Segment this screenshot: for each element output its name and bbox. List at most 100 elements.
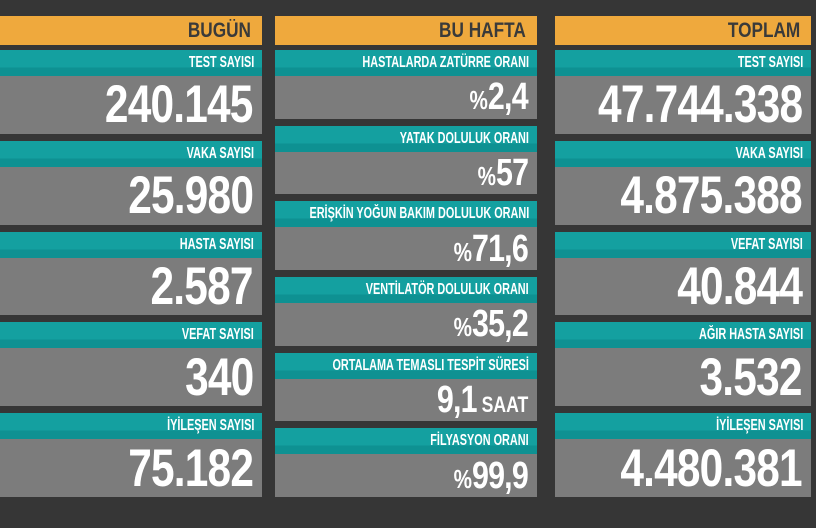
stat-value: %99,9 <box>454 454 529 497</box>
stat-label-bar: YATAK DOLULUK ORANI <box>275 125 537 152</box>
stat-label-bar: VEFAT SAYISI <box>0 322 262 349</box>
stat-value-area: %35,2 <box>275 303 537 346</box>
stat-number: 99,9 <box>472 454 529 497</box>
column-header-label: TOPLAM <box>727 18 800 42</box>
stat-value: %2,4 <box>469 76 529 119</box>
stat-label: VEFAT SAYISI <box>731 235 803 253</box>
stat-label: VENTİLATÖR DOLULUK ORANI <box>366 281 529 299</box>
stat-block: HASTALARDA ZATÜRRE ORANI %2,4 <box>275 50 537 119</box>
stat-number: 9,1 <box>436 379 478 422</box>
stat-number: 57 <box>495 152 529 194</box>
stat-label-bar: AĞIR HASTA SAYISI <box>555 322 811 349</box>
stat-number: 4.480.381 <box>620 438 803 498</box>
stat-block: VAKA SAYISI 4.875.388 <box>555 140 811 226</box>
stat-label: VAKA SAYISI <box>186 144 254 162</box>
column-bu-hafta-blocks: HASTALARDA ZATÜRRE ORANI %2,4 YATAK DOLULU… <box>275 50 537 498</box>
stat-value: %57 <box>477 154 528 192</box>
stat-value: 40.844 <box>677 256 803 316</box>
stat-label-bar: VEFAT SAYISI <box>555 231 811 258</box>
stat-label-bar: TEST SAYISI <box>555 50 811 76</box>
stat-value-area: 240.145 <box>0 76 262 134</box>
stat-number: 75.182 <box>128 438 254 498</box>
stat-label-bar: İYİLEŞEN SAYISI <box>0 413 262 440</box>
stat-label: İYİLEŞEN SAYISI <box>715 417 803 435</box>
stat-value: 240.145 <box>105 78 253 131</box>
stat-value-area: %99,9 <box>275 454 537 498</box>
stat-label: HASTA SAYISI <box>180 235 254 253</box>
column-header-bugun: BUGÜN <box>0 16 262 45</box>
stat-label: ERİŞKİN YOĞUN BAKIM DOLULUK ORANI <box>309 205 529 223</box>
stat-label-bar: ERİŞKİN YOĞUN BAKIM DOLULUK ORANI <box>275 201 537 228</box>
stat-value: 340 <box>184 347 254 407</box>
stat-label-bar: VENTİLATÖR DOLULUK ORANI <box>275 277 537 304</box>
stat-label: YATAK DOLULUK ORANI <box>399 129 529 147</box>
stat-label: TEST SAYISI <box>737 54 803 71</box>
stat-block: ERİŞKİN YOĞUN BAKIM DOLULUK ORANI %71,6 <box>275 201 537 271</box>
stat-block: TEST SAYISI 240.145 <box>0 50 262 134</box>
stat-value-area: 40.844 <box>555 256 811 316</box>
stat-value-area: %71,6 <box>275 227 537 271</box>
percent-prefix: % <box>469 87 489 116</box>
stat-label: ORTALAMA TEMASLI TESPİT SÜRESİ <box>332 356 529 374</box>
stat-block: İYİLEŞEN SAYISI 4.480.381 <box>555 413 811 497</box>
column-header-label: BU HAFTA <box>439 18 526 42</box>
stat-block: FİLYASYON ORANI %99,9 <box>275 428 537 498</box>
column-bugun-blocks: TEST SAYISI 240.145 VAKA SAYISI 25.980 HASTA… <box>0 50 262 497</box>
stat-value: %71,6 <box>453 230 529 268</box>
stat-block: VEFAT SAYISI 40.844 <box>555 231 811 316</box>
stat-value-area: %2,4 <box>275 76 537 119</box>
stat-number: 40.844 <box>677 256 803 316</box>
stat-value-area: 340 <box>0 347 262 407</box>
stat-value-area: 75.182 <box>0 439 262 497</box>
unit-suffix: SAAT <box>476 392 528 418</box>
stat-value: 4.875.388 <box>620 166 803 226</box>
stat-block: AĞIR HASTA SAYISI 3.532 <box>555 322 811 407</box>
percent-prefix: % <box>477 163 496 191</box>
percent-prefix: % <box>453 314 473 343</box>
column-toplam-blocks: TEST SAYISI 47.744.338 VAKA SAYISI 4.875.38… <box>555 50 811 497</box>
stat-label: HASTALARDA ZATÜRRE ORANI <box>362 54 529 71</box>
stat-value-area: 47.744.338 <box>555 76 811 134</box>
column-bugun: BUGÜN TEST SAYISI 240.145 VAKA SAYISI 25.98… <box>0 16 262 497</box>
stat-value: 9,1 SAAT <box>437 381 528 419</box>
stat-value: 2.587 <box>151 260 254 313</box>
percent-prefix: % <box>453 238 473 267</box>
stat-value: 3.532 <box>700 351 803 404</box>
stat-number: 25.980 <box>128 166 254 226</box>
stat-label: VAKA SAYISI <box>735 144 803 162</box>
stat-label: TEST SAYISI <box>188 54 254 71</box>
stat-label-bar: VAKA SAYISI <box>0 140 262 167</box>
stat-value: 4.480.381 <box>620 438 803 498</box>
stat-value: 75.182 <box>128 438 254 498</box>
stat-block: TEST SAYISI 47.744.338 <box>555 50 811 134</box>
stat-label: FİLYASYON ORANI <box>430 432 529 450</box>
stat-block: VEFAT SAYISI 340 <box>0 322 262 407</box>
stat-block: YATAK DOLULUK ORANI %57 <box>275 125 537 195</box>
column-bu-hafta: BU HAFTA HASTALARDA ZATÜRRE ORANI %2,4 YAT… <box>275 16 537 498</box>
stat-value-area: 2.587 <box>0 257 262 316</box>
stat-number: 4.875.388 <box>620 166 803 226</box>
stat-number: 340 <box>184 347 254 407</box>
stat-label-bar: FİLYASYON ORANI <box>275 428 537 455</box>
column-header-toplam: TOPLAM <box>555 16 811 45</box>
stat-label-bar: HASTA SAYISI <box>0 231 262 258</box>
stat-number: 35,2 <box>472 303 529 346</box>
stat-value: 25.980 <box>128 166 254 226</box>
stat-value: 47.744.338 <box>597 75 803 135</box>
stat-label: İYİLEŞEN SAYISI <box>166 417 254 435</box>
stat-number: 240.145 <box>105 75 253 135</box>
stat-label: AĞIR HASTA SAYISI <box>698 326 803 344</box>
column-toplam: TOPLAM TEST SAYISI 47.744.338 VAKA SAYISI 4… <box>555 16 811 497</box>
stat-block: ORTALAMA TEMASLI TESPİT SÜRESİ 9,1 SAAT <box>275 352 537 422</box>
column-header-bu-hafta: BU HAFTA <box>275 16 537 45</box>
stat-value-area: 4.875.388 <box>555 166 811 226</box>
stat-number: 2,4 <box>488 76 529 119</box>
stat-label-bar: İYİLEŞEN SAYISI <box>555 413 811 440</box>
stat-label-bar: TEST SAYISI <box>0 50 262 76</box>
stat-value-area: 25.980 <box>0 166 262 226</box>
stat-value-area: 4.480.381 <box>555 439 811 497</box>
stat-block: VENTİLATÖR DOLULUK ORANI %35,2 <box>275 277 537 346</box>
stat-block: İYİLEŞEN SAYISI 75.182 <box>0 413 262 497</box>
stat-number: 47.744.338 <box>597 75 803 135</box>
